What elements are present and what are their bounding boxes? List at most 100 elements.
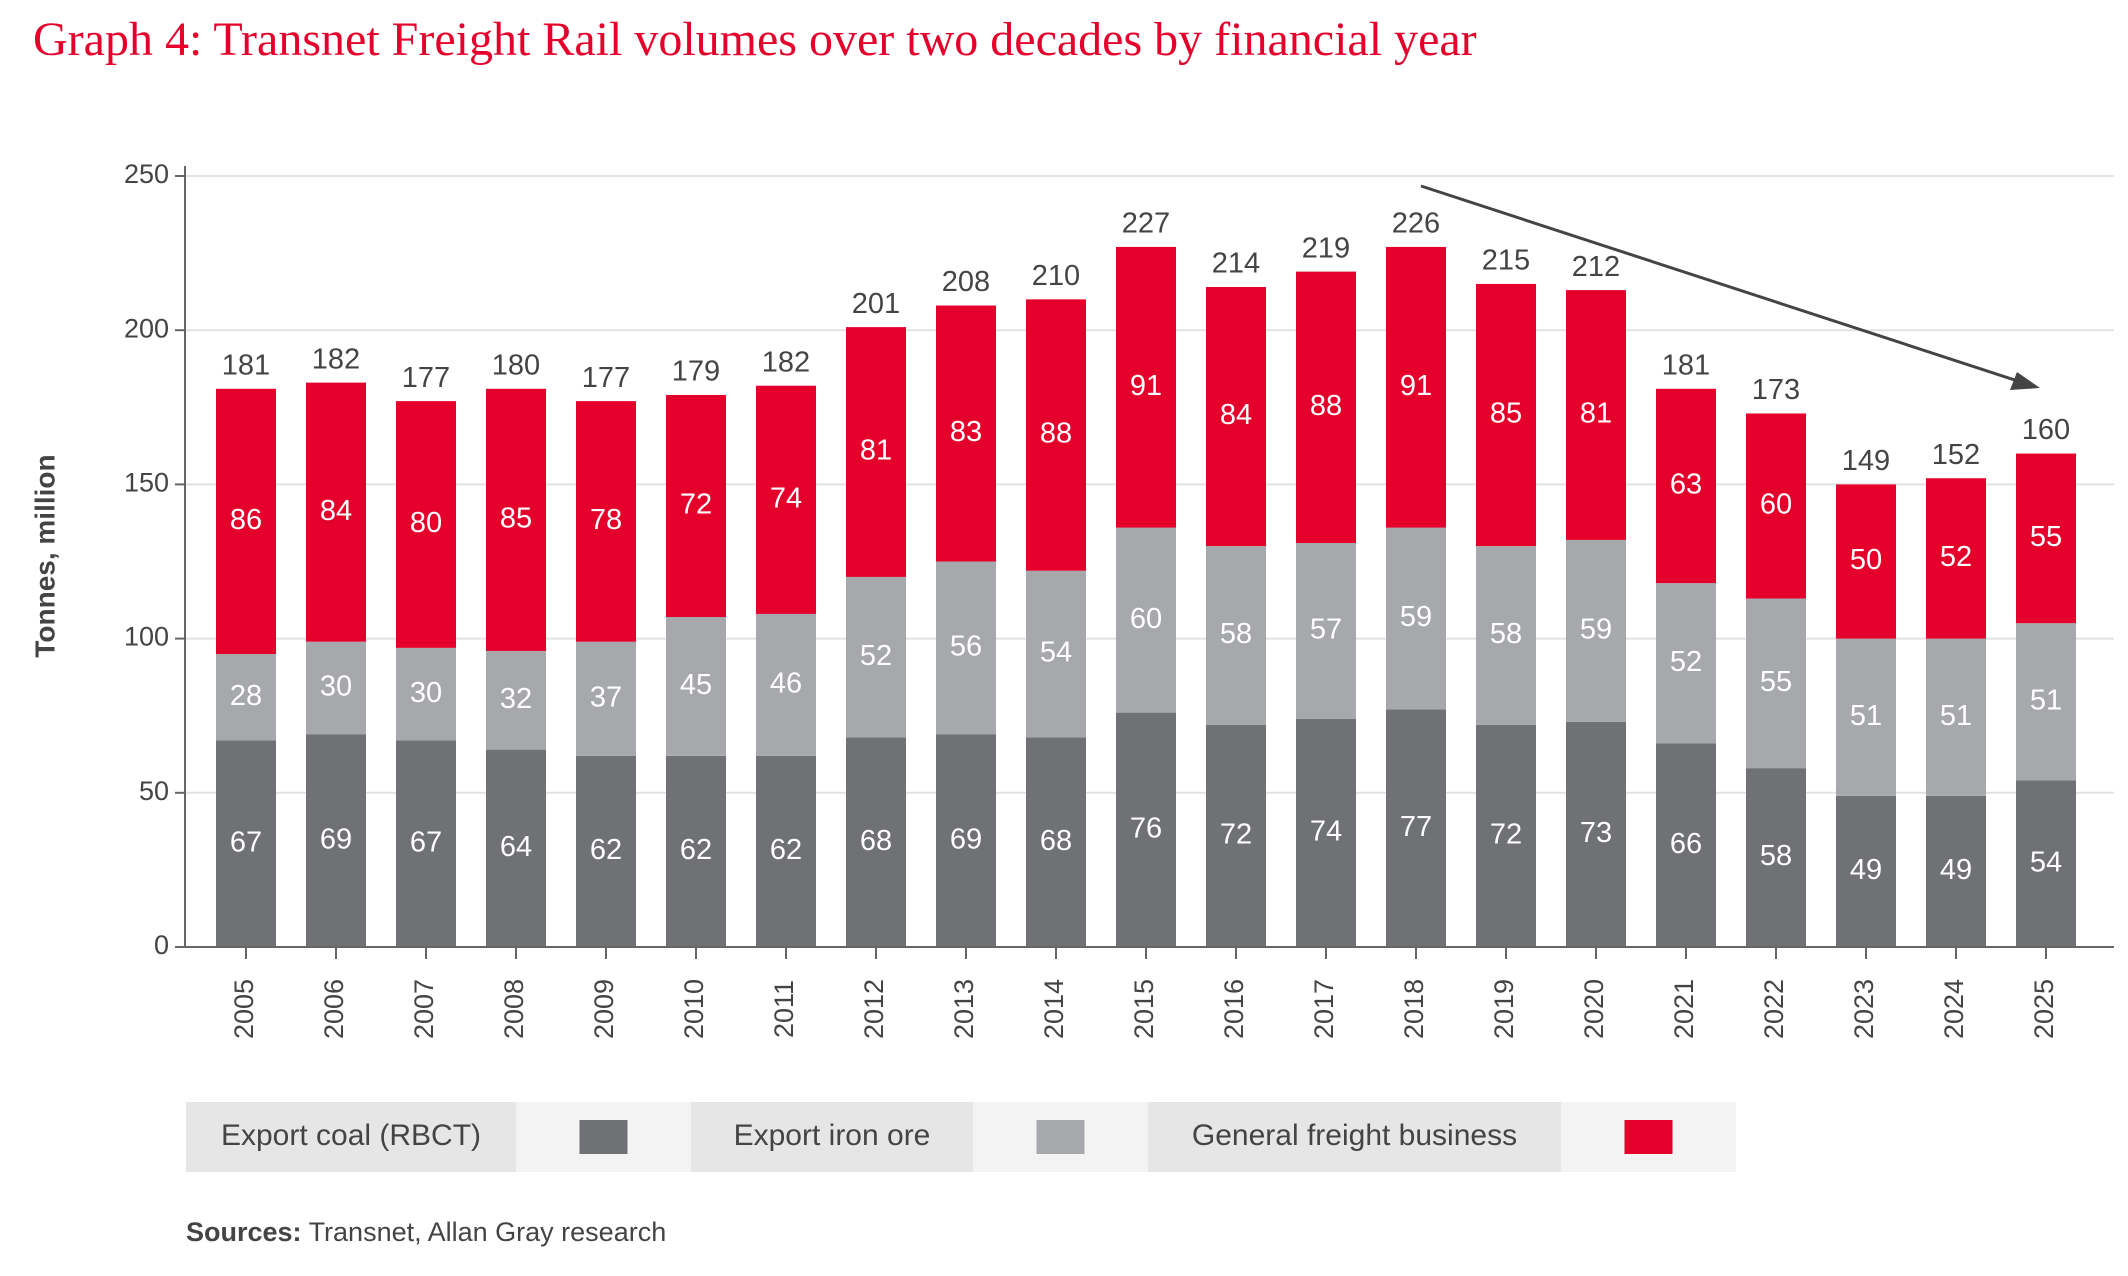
value-label: 88 [1040, 418, 1072, 450]
value-label: 60 [1130, 603, 1162, 635]
bar-segment [846, 737, 906, 947]
bar-segment [1926, 638, 1986, 796]
value-label: 62 [590, 834, 622, 866]
total-label: 177 [402, 362, 450, 394]
bar-segment [2016, 623, 2076, 781]
x-tick-label: 2008 [499, 979, 529, 1039]
value-label: 49 [1850, 854, 1882, 886]
bar-segment [1386, 246, 1446, 528]
bar-segment [936, 561, 996, 735]
total-label: 201 [852, 288, 900, 320]
value-label: 30 [320, 671, 352, 703]
value-label: 72 [680, 489, 712, 521]
bar-segment [1206, 546, 1266, 725]
value-label: 81 [860, 435, 892, 467]
value-label: 37 [590, 681, 622, 713]
bar-segment [576, 641, 636, 756]
bar-segment [1836, 638, 1896, 796]
bar-segment [1476, 283, 1536, 547]
y-tick-label: 100 [124, 622, 169, 652]
bar-segment [846, 576, 906, 738]
bar-segment [1746, 768, 1806, 947]
value-label: 85 [500, 503, 532, 535]
bar-segment [306, 734, 366, 947]
bar-segment [396, 647, 456, 741]
bar-segment [1296, 542, 1356, 719]
value-label: 86 [230, 504, 262, 536]
value-label: 78 [590, 504, 622, 536]
legend-label: General freight business [1192, 1119, 1517, 1152]
value-label: 45 [680, 669, 712, 701]
x-tick-label: 2005 [229, 979, 259, 1039]
value-label: 52 [860, 640, 892, 672]
value-label: 51 [1850, 700, 1882, 732]
bar-segment [2016, 453, 2076, 624]
x-tick-label: 2012 [859, 979, 889, 1039]
value-label: 51 [2030, 684, 2062, 716]
value-label: 30 [410, 677, 442, 709]
x-tick-label: 2019 [1489, 979, 1519, 1039]
x-tick-label: 2021 [1669, 979, 1699, 1039]
bar-segment [666, 394, 726, 618]
bar-segment [1296, 271, 1356, 543]
value-label: 84 [1220, 399, 1252, 431]
value-label: 67 [230, 826, 262, 858]
value-label: 62 [680, 834, 712, 866]
legend-swatch [579, 1120, 628, 1154]
x-tick-label: 2018 [1399, 979, 1429, 1039]
x-tick-label: 2023 [1849, 979, 1879, 1039]
value-label: 59 [1400, 601, 1432, 633]
total-label: 179 [672, 356, 720, 388]
total-label: 149 [1842, 445, 1890, 477]
x-tick-label: 2025 [2029, 979, 2059, 1039]
x-tick-label: 2011 [769, 980, 799, 1038]
arrow-head [2010, 372, 2040, 390]
legend-swatch [1036, 1120, 1085, 1154]
bar-segment [1566, 539, 1626, 722]
x-tick-label: 2006 [319, 979, 349, 1039]
bar-segment [1656, 583, 1716, 744]
value-label: 28 [230, 680, 262, 712]
value-label: 74 [1310, 816, 1342, 848]
bar-segment [1026, 299, 1086, 571]
bar-segment [1116, 246, 1176, 528]
legend-label-box [186, 1102, 516, 1172]
x-tick-label: 2022 [1759, 979, 1789, 1039]
bar-segment [1206, 287, 1266, 547]
value-label: 83 [950, 416, 982, 448]
bar-segment [1746, 598, 1806, 769]
bar-segment [846, 327, 906, 577]
bar-segment [1026, 737, 1086, 947]
bar-segment [1926, 795, 1986, 947]
bar-segment [486, 650, 546, 750]
bar-segment [1836, 484, 1896, 639]
legend: Export coal (RBCT) Export iron ore General… [186, 1102, 1736, 1172]
legend-swatch [1624, 1120, 1673, 1154]
y-tick-label: 150 [124, 468, 169, 498]
value-label: 85 [1490, 398, 1522, 430]
bar-segment [2016, 780, 2076, 947]
bar-segment [666, 617, 726, 756]
bar-segment [936, 305, 996, 562]
y-tick-label: 50 [139, 776, 169, 806]
total-label: 208 [942, 266, 990, 298]
bar-segment [1386, 709, 1446, 947]
value-label: 84 [320, 495, 352, 527]
chart-title: Graph 4: Transnet Freight Rail volumes o… [33, 13, 1477, 66]
x-tick-label: 2016 [1219, 979, 1249, 1039]
bar-segment [1836, 795, 1896, 947]
total-label: 210 [1032, 260, 1080, 292]
value-label: 67 [410, 826, 442, 858]
value-label: 56 [950, 631, 982, 663]
value-label: 68 [1040, 825, 1072, 857]
value-label: 64 [500, 831, 532, 863]
y-axis-label: Tonnes, million [29, 454, 60, 657]
total-label: 182 [312, 343, 360, 375]
x-tick-label: 2010 [679, 979, 709, 1039]
bar-segment [1386, 527, 1446, 710]
value-label: 46 [770, 668, 802, 700]
value-label: 77 [1400, 811, 1432, 843]
bar-segment [1476, 546, 1536, 725]
x-tick-label: 2020 [1579, 979, 1609, 1039]
